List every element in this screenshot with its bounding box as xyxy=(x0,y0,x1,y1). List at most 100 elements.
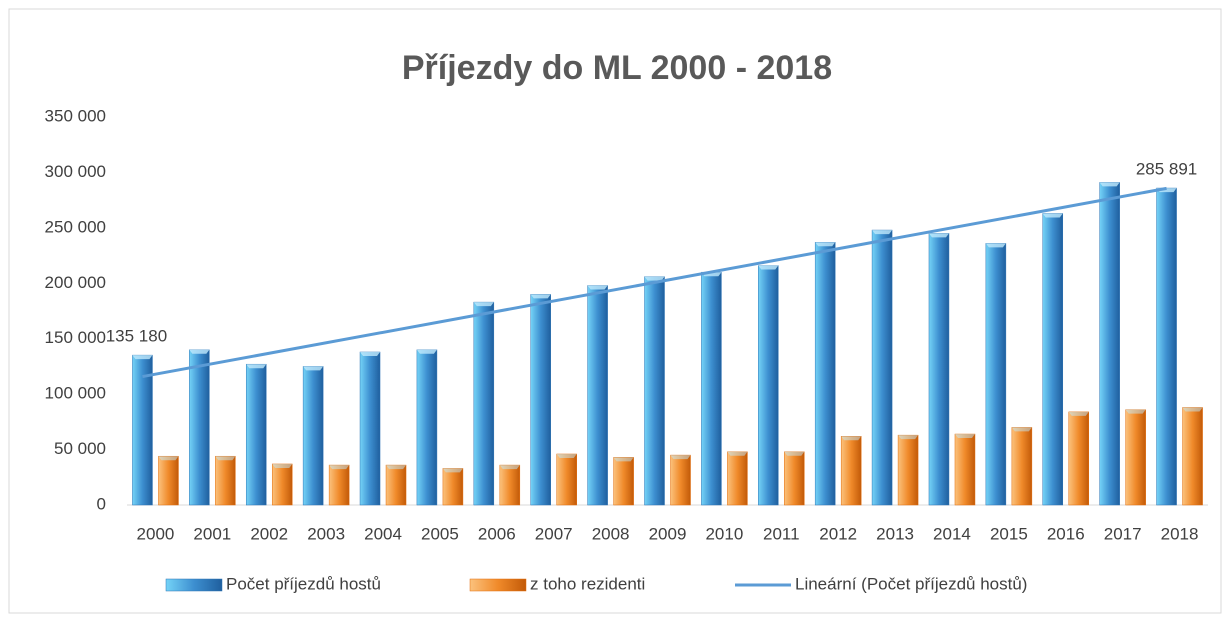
bar-cap xyxy=(954,434,975,439)
bar-cap xyxy=(841,436,862,441)
bar-cap xyxy=(272,463,293,468)
x-tick-label: 2013 xyxy=(876,524,914,543)
bar xyxy=(670,454,691,506)
bar-cap xyxy=(985,243,1006,248)
bar xyxy=(613,457,634,506)
x-tick-label: 2008 xyxy=(592,524,630,543)
bar-cap xyxy=(473,302,494,307)
x-tick-label: 2015 xyxy=(990,524,1028,543)
bar xyxy=(1068,411,1090,506)
bar-cap xyxy=(1011,427,1032,432)
bar-cap xyxy=(898,435,919,440)
chart-title: Příjezdy do ML 2000 - 2018 xyxy=(402,49,832,87)
bar xyxy=(644,276,665,506)
x-tick-label: 2002 xyxy=(250,524,288,543)
y-tick-label: 200 000 xyxy=(45,273,106,292)
x-tick-label: 2005 xyxy=(421,524,459,543)
bar xyxy=(758,265,779,506)
y-tick-label: 50 000 xyxy=(54,439,106,458)
bar xyxy=(302,366,324,506)
bar-cap xyxy=(530,294,551,299)
bar xyxy=(385,464,407,506)
y-tick-label: 300 000 xyxy=(45,162,106,181)
bar xyxy=(985,243,1007,506)
bar-cap xyxy=(670,455,691,460)
bar xyxy=(954,433,976,506)
bar-cap xyxy=(215,456,236,461)
bar xyxy=(416,349,438,506)
y-tick-label: 100 000 xyxy=(45,384,106,403)
bar xyxy=(556,453,577,506)
bar-cap xyxy=(784,451,805,456)
legend-swatch xyxy=(469,578,527,592)
bar-cap xyxy=(189,349,210,354)
x-tick-label: 2018 xyxy=(1161,524,1199,543)
legend-label: z toho rezidenti xyxy=(530,574,645,593)
x-tick-label: 2007 xyxy=(535,524,573,543)
y-tick-label: 250 000 xyxy=(45,217,106,236)
y-tick-label: 150 000 xyxy=(45,328,106,347)
x-tick-label: 2017 xyxy=(1104,524,1142,543)
bar xyxy=(473,301,495,506)
bar xyxy=(928,233,950,506)
x-tick-label: 2003 xyxy=(307,524,345,543)
bar xyxy=(784,451,805,506)
bar xyxy=(1099,182,1120,506)
data-label: 135 180 xyxy=(106,327,167,346)
bar-cap xyxy=(644,276,665,281)
bar-cap xyxy=(360,352,381,357)
bar-cap xyxy=(1042,213,1063,218)
legend-label: Lineární (Počet příjezdů hostů) xyxy=(795,574,1027,593)
bar xyxy=(587,285,608,506)
bar xyxy=(158,455,179,506)
data-label: 285 891 xyxy=(1136,160,1197,179)
legend-label: Počet příjezdů hostů xyxy=(226,574,381,593)
bar xyxy=(245,363,267,506)
bar-cap xyxy=(442,468,463,473)
bar-cap xyxy=(1182,407,1203,412)
bar-cap xyxy=(303,366,324,371)
bar-cap xyxy=(587,285,608,290)
bar xyxy=(897,434,919,506)
bar xyxy=(189,349,210,506)
bar xyxy=(814,242,836,506)
x-tick-label: 2004 xyxy=(364,524,402,543)
bar xyxy=(1011,427,1033,506)
bar xyxy=(871,229,893,506)
x-tick-label: 2012 xyxy=(819,524,857,543)
bar-cap xyxy=(158,456,179,461)
bar-cap xyxy=(416,349,437,354)
bar xyxy=(530,294,551,506)
bar-cap xyxy=(132,355,153,360)
bar xyxy=(1042,213,1064,506)
bar-cap xyxy=(329,465,350,470)
x-tick-label: 2010 xyxy=(705,524,743,543)
chart-border xyxy=(8,8,1222,614)
x-tick-label: 2016 xyxy=(1047,524,1085,543)
bar xyxy=(132,354,153,506)
x-tick-label: 2006 xyxy=(478,524,516,543)
bar xyxy=(215,455,236,506)
trendline xyxy=(142,186,1167,379)
bar-cap xyxy=(386,465,407,470)
bar xyxy=(1156,187,1177,506)
y-tick-label: 350 000 xyxy=(45,106,106,125)
bar-cap xyxy=(758,265,779,270)
x-tick-label: 2000 xyxy=(137,524,175,543)
bar xyxy=(442,468,464,506)
bar xyxy=(328,464,350,506)
bar-cap xyxy=(928,233,949,238)
x-tick-label: 2009 xyxy=(649,524,687,543)
bar-cap xyxy=(815,242,836,247)
bar xyxy=(840,436,862,506)
bar-cap xyxy=(246,364,267,369)
x-tick-label: 2014 xyxy=(933,524,971,543)
x-tick-label: 2011 xyxy=(763,524,800,543)
bar xyxy=(1125,409,1146,506)
bar xyxy=(499,464,521,506)
bar xyxy=(1182,407,1203,506)
bar xyxy=(359,351,381,506)
bar-cap xyxy=(613,457,634,462)
bar xyxy=(727,451,748,506)
